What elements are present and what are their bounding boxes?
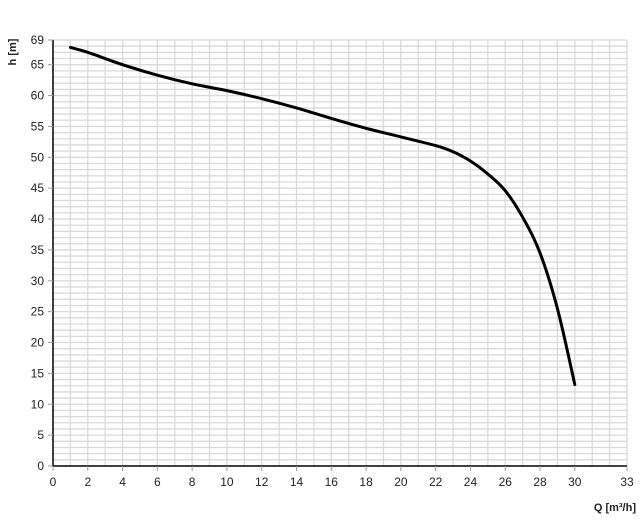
y-tick-labels: 0 5 10 15 20 25 30 35 40 45 50 55 60 65 69 — [31, 33, 53, 473]
x-tick-label: 4 — [119, 475, 126, 489]
y-tick-label: 15 — [31, 366, 45, 380]
x-tick-label: 8 — [189, 475, 196, 489]
x-tick-label: 26 — [499, 475, 513, 489]
x-tick-label: 22 — [429, 475, 443, 489]
x-tick-label: 14 — [290, 475, 304, 489]
x-tick-labels: 0 2 4 6 8 10 12 14 16 18 20 22 24 26 28 30 33 — [50, 466, 634, 489]
y-tick-label: 25 — [31, 305, 45, 319]
x-tick-label: 0 — [50, 475, 57, 489]
y-tick-label: 35 — [31, 243, 45, 257]
x-tick-label: 18 — [359, 475, 373, 489]
pump-curve-line — [68, 45, 577, 387]
y-tick-label: 55 — [31, 119, 45, 133]
y-tick-label: 5 — [37, 428, 44, 442]
y-tick-label: 69 — [31, 33, 45, 47]
y-tick-label: 50 — [31, 150, 45, 164]
y-tick-label: 65 — [31, 58, 45, 72]
x-tick-label: 2 — [84, 475, 91, 489]
y-tick-label: 10 — [31, 397, 45, 411]
x-tick-label: 6 — [154, 475, 161, 489]
y-tick-label: 60 — [31, 89, 45, 103]
y-tick-label: 45 — [31, 181, 45, 195]
y-tick-label: 0 — [37, 459, 44, 473]
x-tick-label: 24 — [464, 475, 478, 489]
x-tick-label: 30 — [568, 475, 582, 489]
x-tick-label: 12 — [255, 475, 269, 489]
grid — [53, 39, 628, 466]
x-axis-label: Q [m³/h] — [594, 502, 636, 514]
y-tick-label: 40 — [31, 212, 45, 226]
y-tick-label: 20 — [31, 336, 45, 350]
x-tick-label: 10 — [220, 475, 234, 489]
x-tick-label: 16 — [325, 475, 339, 489]
x-tick-label: 20 — [394, 475, 408, 489]
axes — [52, 40, 627, 467]
y-tick-label: 30 — [31, 274, 45, 288]
x-tick-label: 33 — [620, 475, 634, 489]
x-tick-label: 28 — [533, 475, 547, 489]
y-axis-label: h [m] — [7, 38, 19, 65]
